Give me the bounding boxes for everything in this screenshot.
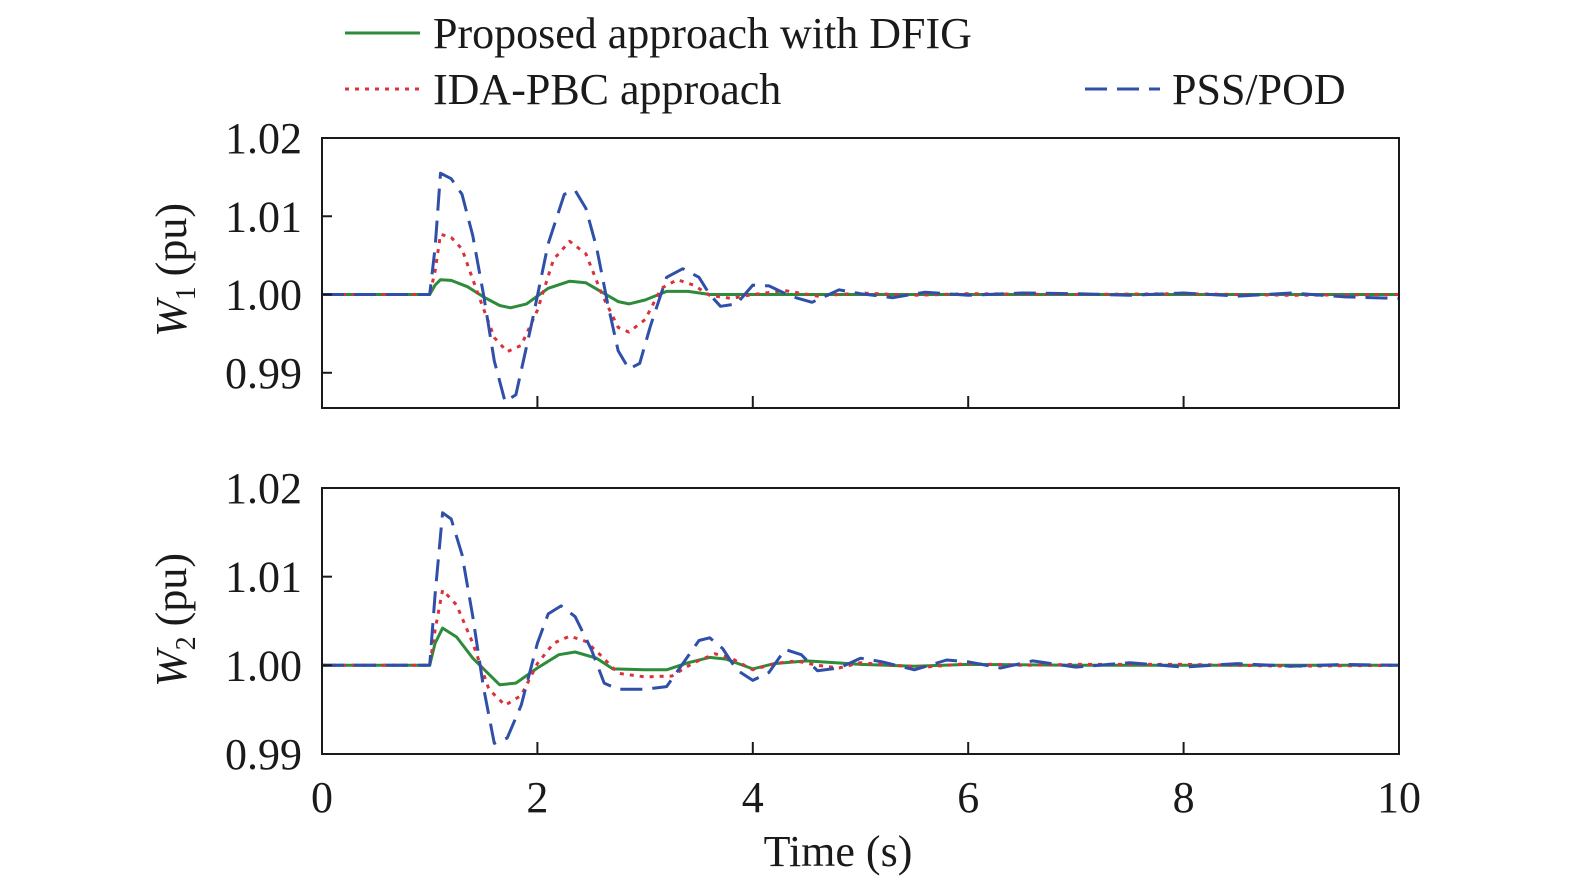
legend: Proposed approach with DFIG IDA-PBC appr… — [345, 9, 1346, 114]
bottom-y-tick-label: 1.02 — [225, 464, 302, 513]
top-y-axis-label-main: W — [147, 297, 196, 337]
bottom-x-tick-label: 4 — [742, 773, 764, 822]
top-y-tick-label: 1.00 — [225, 271, 302, 320]
top-y-tick-label: 0.99 — [225, 349, 302, 398]
top-plot-area — [322, 171, 1399, 404]
bottom-y-axis-label-sub: 2 — [171, 636, 202, 650]
top-y-ticks — [322, 137, 332, 374]
bottom-series-proposed-approach-with-dfig — [322, 626, 1399, 687]
bottom-y-axis-label-unit: (pu) — [147, 553, 196, 626]
bottom-series-ida-pbc-approach — [322, 588, 1399, 707]
bottom-x-tick-label: 8 — [1173, 773, 1195, 822]
top-panel: 0.99 1.00 1.01 1.02 W1 (pu) — [147, 114, 1400, 409]
bottom-y-ticks — [322, 487, 332, 755]
top-y-axis-label-sub: 1 — [171, 286, 202, 300]
x-axis-label: Time (s) — [764, 827, 913, 876]
top-plot-frame — [321, 137, 1400, 409]
bottom-panel: 0.991.001.011.02 0 2 4 6 8 10 W2(pu) Time (s) — [147, 464, 1421, 876]
bottom-x-tick-labels: 0 2 4 6 8 10 — [311, 773, 1421, 822]
legend-label-ida-pbc: IDA-PBC approach — [433, 65, 781, 114]
bottom-y-tick-label: 0.99 — [225, 730, 302, 779]
bottom-series-pss-pod — [322, 511, 1399, 745]
top-y-axis-label-unit: (pu) — [147, 203, 196, 276]
top-series-pss-pod — [322, 171, 1399, 404]
bottom-x-tick-label: 10 — [1377, 773, 1421, 822]
bottom-y-tick-labels: 0.99 1.00 1.01 1.02 — [225, 464, 302, 779]
bottom-plot-frame — [321, 487, 1400, 755]
top-y-tick-label: 1.01 — [225, 192, 302, 241]
bottom-y-tick-label: 1.00 — [225, 641, 302, 690]
top-x-ticks — [321, 396, 1400, 408]
bottom-x-tick-label: 0 — [311, 773, 333, 822]
bottom-y-tick-label: 1.01 — [225, 553, 302, 602]
top-series-ida-pbc-approach — [322, 232, 1399, 354]
legend-label-proposed: Proposed approach with DFIG — [433, 9, 972, 58]
top-y-tick-label: 1.02 — [225, 114, 302, 163]
bottom-y-axis-label: W2 (pu) — [147, 553, 202, 687]
top-y-tick-labels: 0.99 1.00 1.01 1.02 — [225, 114, 302, 398]
legend-label-pss-pod: PSS/POD — [1172, 65, 1346, 114]
bottom-x-tick-label: 6 — [957, 773, 979, 822]
bottom-y-axis-label-main: W — [147, 647, 196, 687]
bottom-x-ticks — [321, 742, 1400, 754]
bottom-x-tick-label: 2 — [526, 773, 548, 822]
bottom-plot-area — [322, 511, 1399, 745]
top-y-axis-label: W1 (pu) — [147, 203, 202, 337]
